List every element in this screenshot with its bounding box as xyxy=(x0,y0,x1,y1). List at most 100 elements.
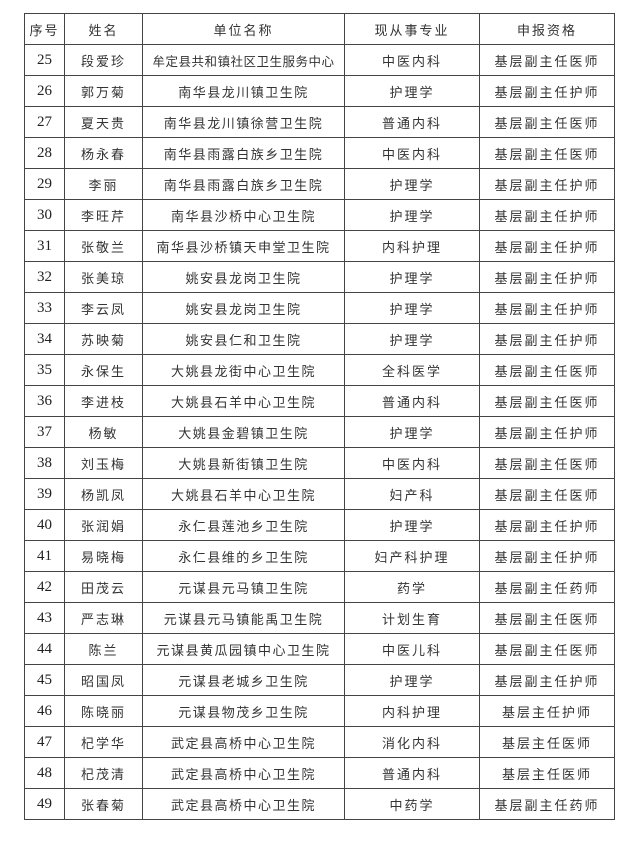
table-row: 45 昭国凤 元谋县老城乡卫生院 护理学 基层副主任护师 xyxy=(24,664,615,696)
unit-name: 大姚县石羊中心卫生院 xyxy=(142,385,345,417)
unit-name: 姚安县龙岗卫生院 xyxy=(142,292,345,324)
row-index: 28 xyxy=(24,137,65,169)
row-index: 35 xyxy=(24,354,65,386)
specialty: 护理学 xyxy=(344,261,480,293)
unit-name: 大姚县龙街中心卫生院 xyxy=(142,354,345,386)
table-row: 38 刘玉梅 大姚县新街镇卫生院 中医内科 基层副主任医师 xyxy=(24,447,615,479)
row-index: 25 xyxy=(24,44,65,76)
qualification: 基层副主任护师 xyxy=(479,540,615,572)
row-index: 42 xyxy=(24,571,65,603)
row-index: 34 xyxy=(24,323,65,355)
table-row: 32 张美琼 姚安县龙岗卫生院 护理学 基层副主任护师 xyxy=(24,261,615,293)
qualification: 基层副主任护师 xyxy=(479,509,615,541)
specialty: 药学 xyxy=(344,571,480,603)
qualification: 基层副主任护师 xyxy=(479,664,615,696)
qualification: 基层副主任护师 xyxy=(479,168,615,200)
row-index: 29 xyxy=(24,168,65,200)
table-row: 40 张润娟 永仁县莲池乡卫生院 护理学 基层副主任护师 xyxy=(24,509,615,541)
person-name: 张敬兰 xyxy=(64,230,143,262)
person-name: 杨永春 xyxy=(64,137,143,169)
specialty: 中医内科 xyxy=(344,44,480,76)
header-name: 姓名 xyxy=(64,13,143,45)
specialty: 中医内科 xyxy=(344,137,480,169)
row-index: 47 xyxy=(24,726,65,758)
row-index: 46 xyxy=(24,695,65,727)
qualification: 基层副主任护师 xyxy=(479,75,615,107)
table-row: 48 杞茂清 武定县高桥中心卫生院 普通内科 基层主任医师 xyxy=(24,757,615,789)
qualification: 基层副主任护师 xyxy=(479,292,615,324)
row-index: 48 xyxy=(24,757,65,789)
qualification: 基层副主任护师 xyxy=(479,416,615,448)
person-name: 张春菊 xyxy=(64,788,143,820)
qualification: 基层副主任药师 xyxy=(479,788,615,820)
person-name: 杞茂清 xyxy=(64,757,143,789)
table-row: 26 郭万菊 南华县龙川镇卫生院 护理学 基层副主任护师 xyxy=(24,75,615,107)
specialty: 内科护理 xyxy=(344,230,480,262)
unit-name: 武定县高桥中心卫生院 xyxy=(142,726,345,758)
specialty: 护理学 xyxy=(344,75,480,107)
unit-name: 大姚县石羊中心卫生院 xyxy=(142,478,345,510)
specialty: 护理学 xyxy=(344,323,480,355)
specialty: 护理学 xyxy=(344,199,480,231)
person-name: 段爱珍 xyxy=(64,44,143,76)
table-row: 39 杨凯凤 大姚县石羊中心卫生院 妇产科 基层副主任医师 xyxy=(24,478,615,510)
table-row: 43 严志琳 元谋县元马镇能禹卫生院 计划生育 基层副主任医师 xyxy=(24,602,615,634)
person-name: 杞学华 xyxy=(64,726,143,758)
table-row: 29 李丽 南华县雨露白族乡卫生院 护理学 基层副主任护师 xyxy=(24,168,615,200)
row-index: 36 xyxy=(24,385,65,417)
person-name: 易晓梅 xyxy=(64,540,143,572)
qualification: 基层主任医师 xyxy=(479,726,615,758)
header-index: 序号 xyxy=(24,13,65,45)
person-name: 严志琳 xyxy=(64,602,143,634)
qualification: 基层主任医师 xyxy=(479,757,615,789)
unit-name: 永仁县维的乡卫生院 xyxy=(142,540,345,572)
row-index: 44 xyxy=(24,633,65,665)
specialty: 中医儿科 xyxy=(344,633,480,665)
unit-name: 元谋县黄瓜园镇中心卫生院 xyxy=(142,633,345,665)
qualification: 基层副主任护师 xyxy=(479,199,615,231)
qualification: 基层副主任护师 xyxy=(479,323,615,355)
table-row: 30 李旺芹 南华县沙桥中心卫生院 护理学 基层副主任护师 xyxy=(24,199,615,231)
unit-name: 大姚县金碧镇卫生院 xyxy=(142,416,345,448)
table-row: 46 陈晓丽 元谋县物茂乡卫生院 内科护理 基层主任护师 xyxy=(24,695,615,727)
unit-name: 南华县雨露白族乡卫生院 xyxy=(142,137,345,169)
table-row: 35 永保生 大姚县龙街中心卫生院 全科医学 基层副主任医师 xyxy=(24,354,615,386)
qualification: 基层副主任护师 xyxy=(479,230,615,262)
qualification: 基层副主任医师 xyxy=(479,633,615,665)
table-row: 33 李云凤 姚安县龙岗卫生院 护理学 基层副主任护师 xyxy=(24,292,615,324)
qualification: 基层副主任医师 xyxy=(479,44,615,76)
person-name: 陈兰 xyxy=(64,633,143,665)
row-index: 26 xyxy=(24,75,65,107)
person-name: 李进枝 xyxy=(64,385,143,417)
table-row: 25 段爱珍 牟定县共和镇社区卫生服务中心 中医内科 基层副主任医师 xyxy=(24,44,615,76)
qualification: 基层副主任医师 xyxy=(479,106,615,138)
qualification: 基层主任护师 xyxy=(479,695,615,727)
unit-name: 元谋县元马镇能禹卫生院 xyxy=(142,602,345,634)
header-unit: 单位名称 xyxy=(142,13,345,45)
qualification-table: 序号 姓名 单位名称 现从事专业 申报资格 25 段爱珍 牟定县共和镇社区卫生服务中… xyxy=(24,13,615,820)
specialty: 护理学 xyxy=(344,168,480,200)
specialty: 中医内科 xyxy=(344,447,480,479)
row-index: 30 xyxy=(24,199,65,231)
table-header-row: 序号 姓名 单位名称 现从事专业 申报资格 xyxy=(24,13,615,45)
specialty: 消化内科 xyxy=(344,726,480,758)
table-row: 36 李进枝 大姚县石羊中心卫生院 普通内科 基层副主任医师 xyxy=(24,385,615,417)
table-row: 27 夏天贵 南华县龙川镇徐营卫生院 普通内科 基层副主任医师 xyxy=(24,106,615,138)
person-name: 李丽 xyxy=(64,168,143,200)
unit-name: 南华县雨露白族乡卫生院 xyxy=(142,168,345,200)
unit-name: 姚安县仁和卫生院 xyxy=(142,323,345,355)
specialty: 妇产科护理 xyxy=(344,540,480,572)
specialty: 护理学 xyxy=(344,664,480,696)
unit-name: 大姚县新街镇卫生院 xyxy=(142,447,345,479)
row-index: 37 xyxy=(24,416,65,448)
header-specialty: 现从事专业 xyxy=(344,13,480,45)
unit-name: 武定县高桥中心卫生院 xyxy=(142,757,345,789)
row-index: 39 xyxy=(24,478,65,510)
person-name: 夏天贵 xyxy=(64,106,143,138)
person-name: 刘玉梅 xyxy=(64,447,143,479)
table-row: 42 田茂云 元谋县元马镇卫生院 药学 基层副主任药师 xyxy=(24,571,615,603)
person-name: 田茂云 xyxy=(64,571,143,603)
row-index: 32 xyxy=(24,261,65,293)
qualification: 基层副主任医师 xyxy=(479,447,615,479)
table-row: 44 陈兰 元谋县黄瓜园镇中心卫生院 中医儿科 基层副主任医师 xyxy=(24,633,615,665)
